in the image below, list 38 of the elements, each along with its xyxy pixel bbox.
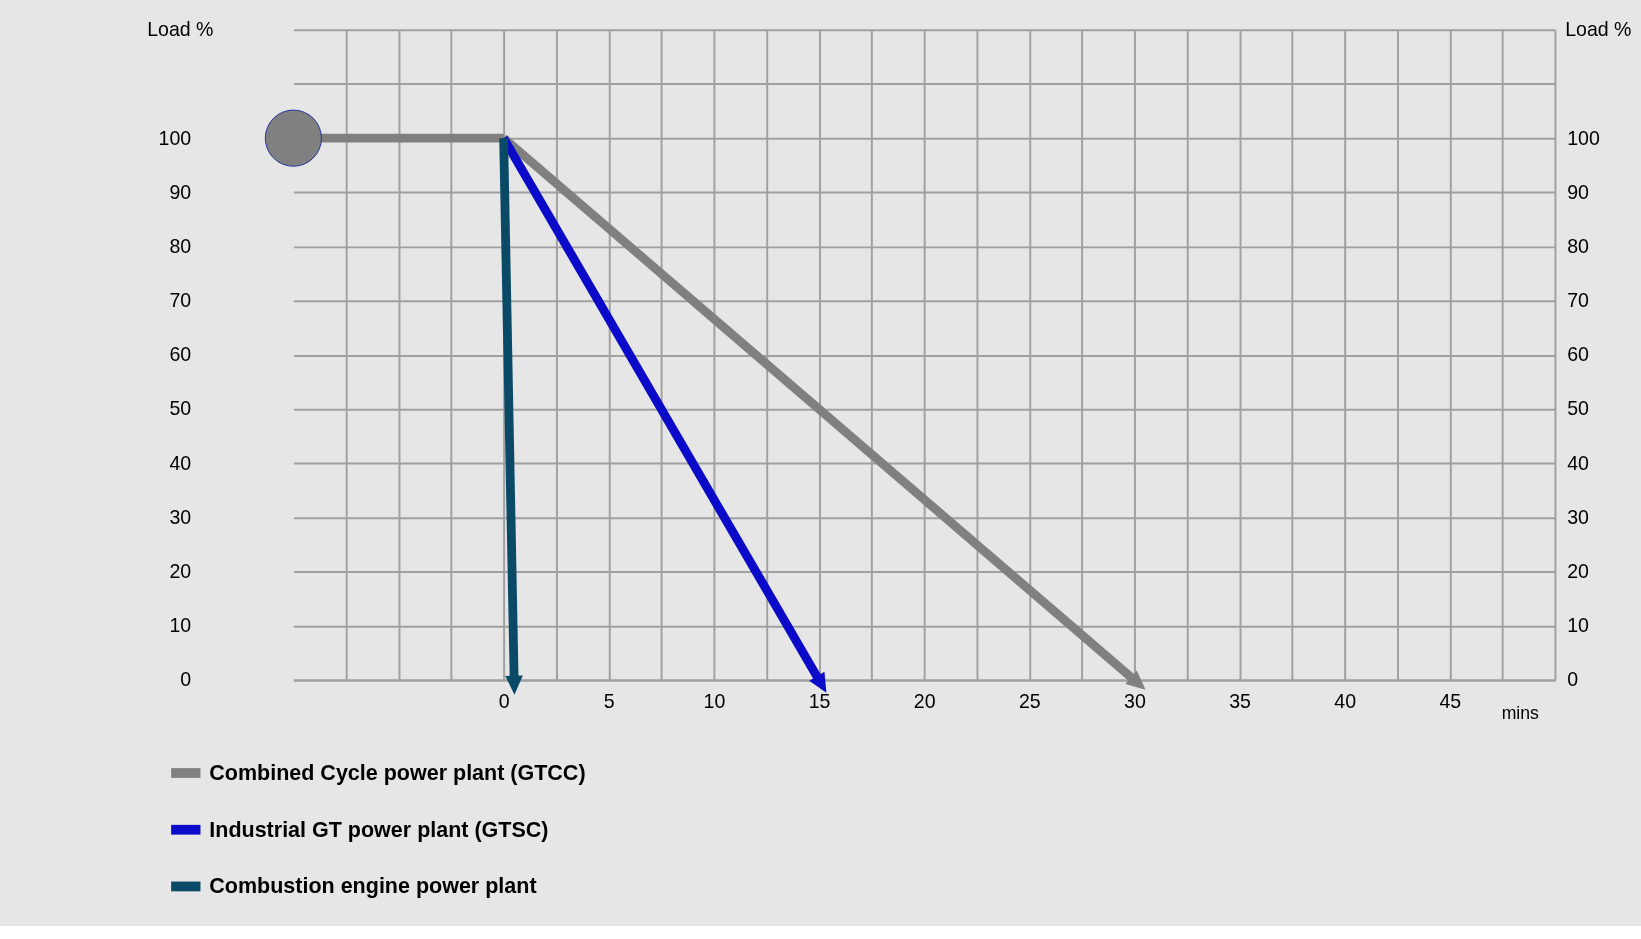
y2-tick-label: 10	[1567, 614, 1590, 637]
y2-tick-label: 50	[1567, 397, 1590, 420]
x-tick-label: 35	[1229, 689, 1252, 712]
y-tick-label: 80	[169, 234, 192, 257]
y-tick-label: 40	[169, 451, 192, 474]
y2-tick-label: 70	[1567, 289, 1590, 312]
x-axis-title: mins	[1501, 702, 1539, 723]
x-tick-label: 5	[603, 689, 615, 712]
y2-tick-label: 30	[1567, 505, 1590, 528]
y-tick-label: 10	[169, 614, 192, 637]
legend-label: Combustion engine power plant	[209, 874, 537, 899]
y-tick-label: 90	[169, 180, 192, 203]
y2-tick-label: 90	[1567, 180, 1590, 203]
y-tick-label: 50	[169, 397, 192, 420]
y2-tick-label: 40	[1567, 451, 1590, 474]
legend-label: Industrial GT power plant (GTSC)	[209, 817, 549, 842]
x-tick-label: 15	[808, 689, 831, 712]
y-tick-label: 0	[180, 668, 192, 691]
y2-tick-label: 60	[1567, 343, 1590, 366]
x-tick-label: 0	[498, 689, 510, 712]
y-axis-title: Load %	[147, 18, 214, 41]
x-tick-label: 10	[703, 689, 726, 712]
x-tick-label: 30	[1124, 689, 1146, 712]
y2-tick-label: 100	[1567, 126, 1600, 149]
x-tick-label: 25	[1018, 689, 1041, 712]
x-tick-label: 40	[1334, 689, 1357, 712]
legend-label: Combined Cycle power plant (GTCC)	[209, 760, 586, 785]
x-tick-label: 20	[913, 689, 936, 712]
y-tick-label: 70	[169, 289, 192, 312]
y-tick-label: 30	[169, 505, 192, 528]
y-tick-label: 20	[169, 560, 192, 583]
y2-axis-title: Load %	[1565, 18, 1632, 41]
x-tick-label: 45	[1439, 689, 1462, 712]
y-tick-label: 100	[158, 126, 192, 149]
y2-tick-label: 80	[1567, 234, 1590, 257]
y2-tick-label: 20	[1567, 560, 1590, 583]
y2-tick-label: 0	[1567, 668, 1579, 691]
y-tick-label: 60	[169, 343, 192, 366]
